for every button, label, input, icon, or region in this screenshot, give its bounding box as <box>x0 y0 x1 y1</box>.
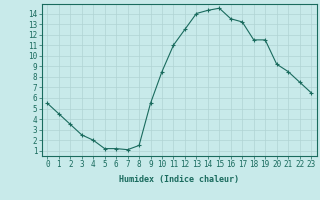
X-axis label: Humidex (Indice chaleur): Humidex (Indice chaleur) <box>119 175 239 184</box>
